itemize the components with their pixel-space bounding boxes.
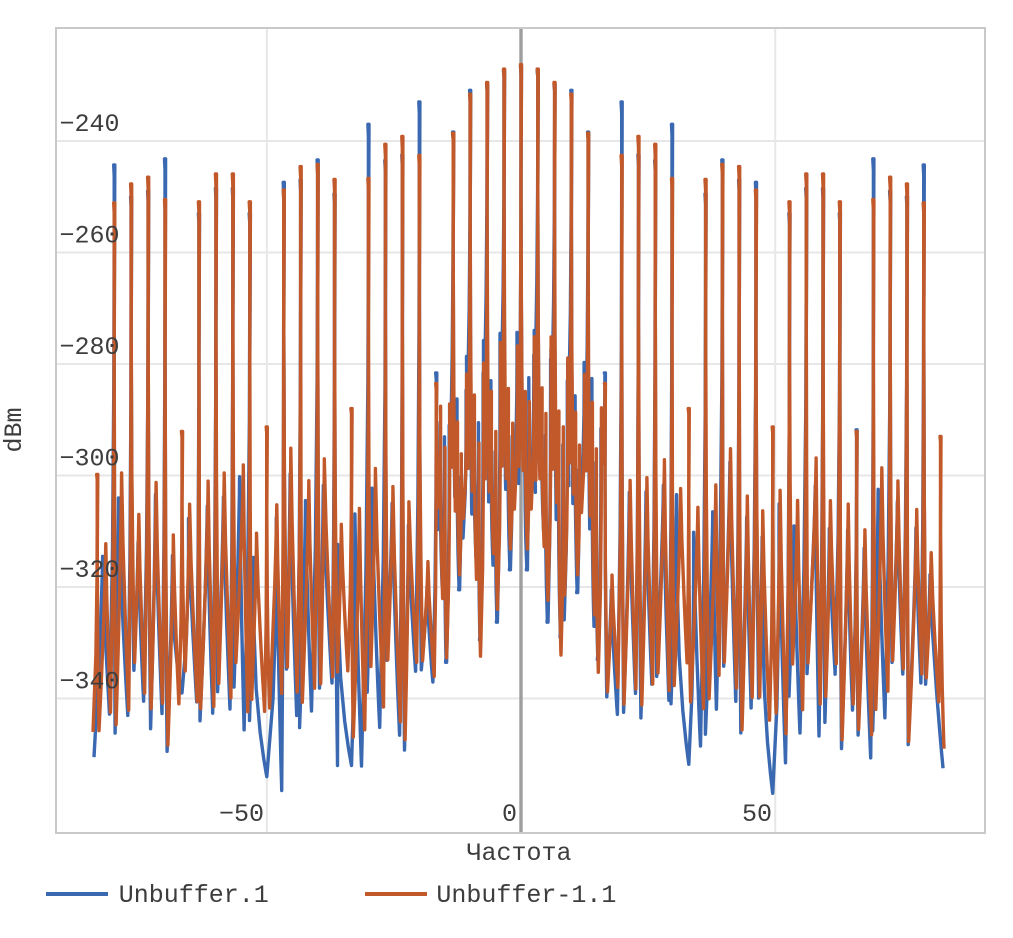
svg-text:−340: −340 (60, 668, 120, 697)
svg-text:0: 0 (502, 800, 517, 829)
svg-text:−300: −300 (60, 445, 120, 474)
svg-text:dBm: dBm (0, 407, 29, 452)
svg-text:−50: −50 (219, 800, 264, 829)
svg-text:−240: −240 (60, 110, 120, 139)
svg-text:Unbuffer-1.1: Unbuffer-1.1 (436, 881, 616, 910)
svg-text:Unbuffer.1: Unbuffer.1 (119, 881, 269, 910)
svg-text:50: 50 (742, 800, 772, 829)
svg-text:−280: −280 (60, 333, 120, 362)
svg-text:−320: −320 (60, 556, 120, 585)
svg-text:Частота: Частота (466, 839, 571, 868)
svg-text:−260: −260 (60, 222, 120, 251)
